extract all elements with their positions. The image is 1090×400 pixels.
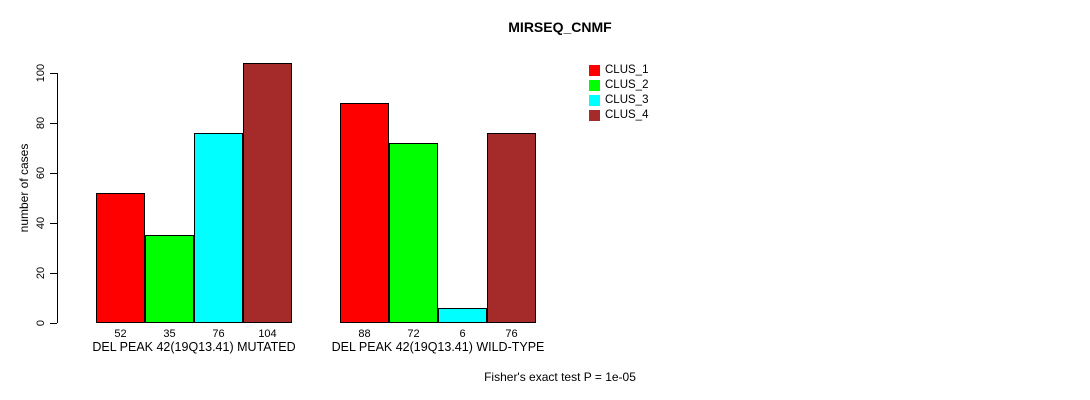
bar-clus_2-group2	[389, 143, 438, 323]
chart-title: MIRSEQ_CNMF	[508, 19, 612, 35]
y-tick-mark	[50, 73, 57, 74]
legend-label: CLUS_1	[605, 64, 649, 76]
bar-clus_3-group2	[438, 308, 487, 323]
group-label: DEL PEAK 42(19Q13.41) WILD-TYPE	[331, 340, 545, 354]
y-tick-mark	[50, 223, 57, 224]
y-tick-label: 60	[35, 166, 47, 180]
y-tick-label: 100	[35, 63, 47, 83]
legend-swatch-icon	[589, 95, 600, 106]
bar-clus_3-group1	[194, 133, 243, 323]
bar-value-label: 88	[358, 328, 371, 340]
legend-item-clus_1: CLUS_1	[589, 63, 648, 78]
bar-value-label: 6	[459, 328, 466, 340]
bar-value-label: 76	[212, 328, 225, 340]
y-tick-mark	[50, 323, 57, 324]
y-tick-label: 20	[35, 266, 47, 280]
legend-swatch-icon	[589, 110, 600, 121]
bar-value-label: 104	[258, 328, 277, 340]
y-axis-label: number of cases	[17, 143, 31, 233]
legend: CLUS_1 CLUS_2 CLUS_3 CLUS_4	[589, 63, 648, 123]
y-tick-label: 40	[35, 216, 47, 230]
bar-value-label: 72	[407, 328, 420, 340]
legend-label: CLUS_3	[605, 94, 649, 106]
y-tick-label: 80	[35, 116, 47, 130]
bar-value-label: 52	[114, 328, 127, 340]
legend-item-clus_2: CLUS_2	[589, 78, 648, 93]
y-axis-line	[57, 73, 58, 323]
group-label: DEL PEAK 42(19Q13.41) MUTATED	[92, 340, 296, 354]
y-tick-label: 0	[35, 319, 47, 327]
legend-label: CLUS_4	[605, 109, 649, 121]
legend-item-clus_3: CLUS_3	[589, 93, 648, 108]
y-tick-mark	[50, 273, 57, 274]
y-tick-mark	[50, 123, 57, 124]
legend-swatch-icon	[589, 80, 600, 91]
bar-value-label: 35	[163, 328, 176, 340]
bar-clus_4-group2	[487, 133, 536, 323]
legend-label: CLUS_2	[605, 79, 649, 91]
legend-swatch-icon	[589, 65, 600, 76]
y-tick-mark	[50, 173, 57, 174]
bar-value-label: 76	[505, 328, 518, 340]
bar-clus_4-group1	[243, 63, 292, 323]
fisher-test-note: Fisher's exact test P = 1e-05	[484, 370, 636, 384]
bar-clus_1-group2	[340, 103, 389, 323]
bar-clus_2-group1	[145, 235, 194, 323]
legend-item-clus_4: CLUS_4	[589, 108, 648, 123]
bar-clus_1-group1	[96, 193, 145, 323]
